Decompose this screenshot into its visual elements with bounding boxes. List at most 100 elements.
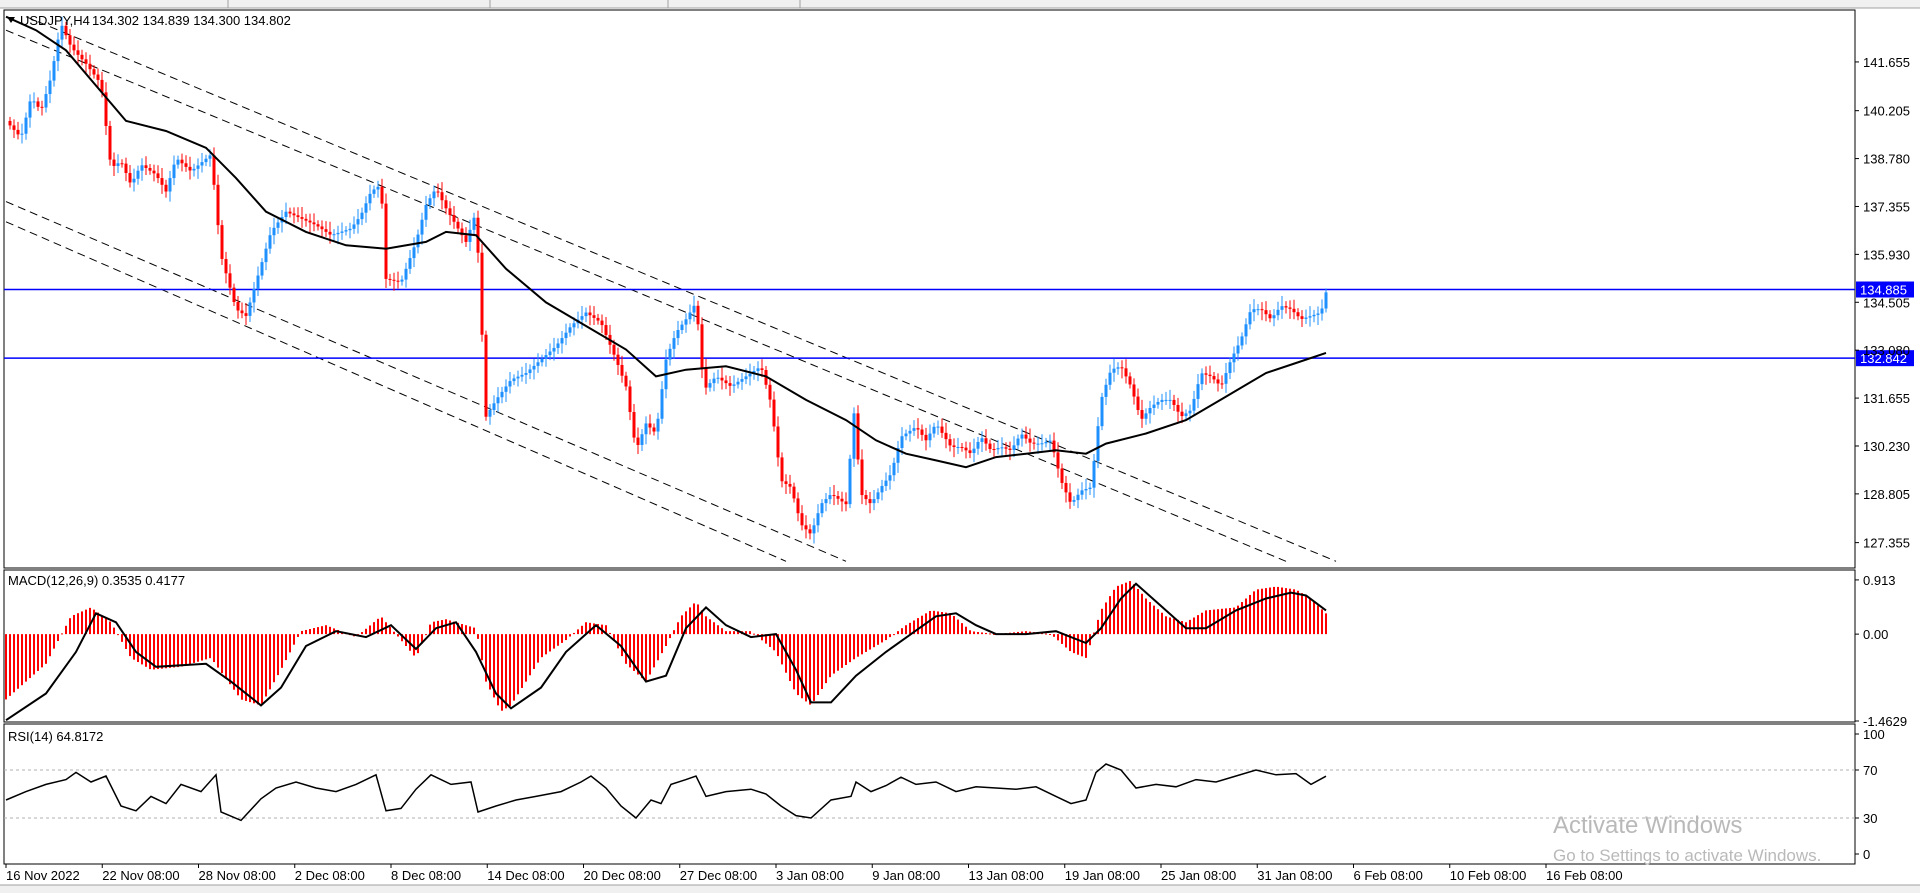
macd-bar <box>21 634 23 686</box>
collapse-triangle-icon[interactable] <box>7 17 15 23</box>
macd-bar <box>85 609 87 635</box>
macd-bar <box>1137 589 1139 635</box>
time-tick-label: 16 Nov 2022 <box>6 868 80 883</box>
candle-body <box>100 79 104 93</box>
macd-bar <box>753 633 755 635</box>
rsi-line <box>5 763 1327 822</box>
candle-body <box>776 426 780 458</box>
candle-body <box>824 499 828 504</box>
candle-body <box>688 312 692 320</box>
macd-bar <box>29 634 31 679</box>
time-tick-label: 19 Jan 08:00 <box>1065 868 1140 883</box>
macd-bar <box>33 634 35 675</box>
candle-body <box>52 61 56 81</box>
macd-bar <box>1161 612 1163 635</box>
candle-body <box>928 433 932 441</box>
candle-body <box>1172 399 1176 405</box>
candle-body <box>796 498 800 514</box>
candle-body <box>412 247 416 259</box>
time-tick-label: 9 Jan 08:00 <box>872 868 940 883</box>
candle-body <box>692 305 696 313</box>
candle-body <box>1280 306 1284 310</box>
candle-body <box>488 410 492 417</box>
time-tick-label: 20 Dec 08:00 <box>584 868 661 883</box>
candle-body <box>884 480 888 486</box>
candle-body <box>1228 362 1232 374</box>
candle-body <box>404 268 408 280</box>
macd-bar <box>773 634 775 651</box>
candle-body <box>464 235 468 242</box>
macd-bar <box>889 634 891 638</box>
macd-bar <box>1241 602 1243 635</box>
candle-body <box>524 373 528 375</box>
candle-body <box>732 384 736 386</box>
candle-body <box>32 101 36 103</box>
candle-body <box>1240 336 1244 346</box>
candle-body <box>728 383 732 386</box>
candle-body <box>544 355 548 359</box>
macd-bar <box>173 634 175 668</box>
candle-body <box>844 501 848 505</box>
macd-bar <box>729 631 731 635</box>
macd-bar <box>201 634 203 661</box>
macd-bar <box>77 613 79 635</box>
candle-body <box>820 503 824 514</box>
candle-body <box>1312 314 1316 317</box>
macd-bar <box>1069 634 1071 652</box>
candle-body <box>504 386 508 392</box>
candle-body <box>636 437 640 445</box>
candle-body <box>144 165 148 168</box>
candle-body <box>972 448 976 454</box>
candle-body <box>480 252 484 335</box>
macd-bar <box>1149 602 1151 635</box>
macd-bar <box>1153 605 1155 635</box>
macd-bar <box>525 634 527 682</box>
macd-bar <box>1017 631 1019 635</box>
candle-body <box>1064 482 1068 493</box>
macd-bar <box>633 634 635 671</box>
rsi-axis: 100 70 30 0 <box>1855 727 1885 862</box>
macd-bar <box>521 634 523 688</box>
candle-body <box>924 434 928 441</box>
candle-body <box>512 378 516 382</box>
candle-body <box>376 186 380 190</box>
price-tick-label: 135.930 <box>1863 247 1910 262</box>
macd-bar <box>205 634 207 660</box>
candle-body <box>256 275 260 289</box>
channel-line-3 <box>5 201 847 562</box>
macd-bar <box>1237 605 1239 635</box>
macd-bar <box>857 634 859 657</box>
price-tick-label: 130.230 <box>1863 439 1910 454</box>
macd-bar <box>369 625 371 635</box>
time-tick-label: 3 Jan 08:00 <box>776 868 844 883</box>
macd-bar <box>329 626 331 635</box>
macd-bar <box>153 634 155 670</box>
macd-bar <box>821 634 823 690</box>
macd-bar <box>577 629 579 635</box>
candle-body <box>528 369 532 374</box>
candle-body <box>36 101 40 107</box>
candle-body <box>208 155 212 159</box>
candle-body <box>560 338 564 344</box>
macd-bar <box>105 618 107 635</box>
macd-bar <box>1145 598 1147 635</box>
horizontal-level-tag <box>1856 281 1914 298</box>
macd-bar <box>1049 634 1051 636</box>
macd-bar <box>381 617 383 635</box>
macd-bar <box>513 634 515 701</box>
candle-body <box>84 59 88 64</box>
macd-bar <box>733 631 735 635</box>
horizontal-levels[interactable]: 134.885 132.842 <box>4 281 1914 367</box>
candle-body <box>540 358 544 363</box>
candle-body <box>808 529 812 534</box>
candle-body <box>116 163 120 166</box>
macd-bar <box>277 634 279 676</box>
candle-body <box>1224 373 1228 384</box>
candle-body <box>1100 396 1104 427</box>
candle-body <box>1200 373 1204 385</box>
candle-body <box>384 203 388 279</box>
candle-body <box>980 438 984 442</box>
candle-body <box>328 231 332 235</box>
candle-body <box>348 228 352 231</box>
